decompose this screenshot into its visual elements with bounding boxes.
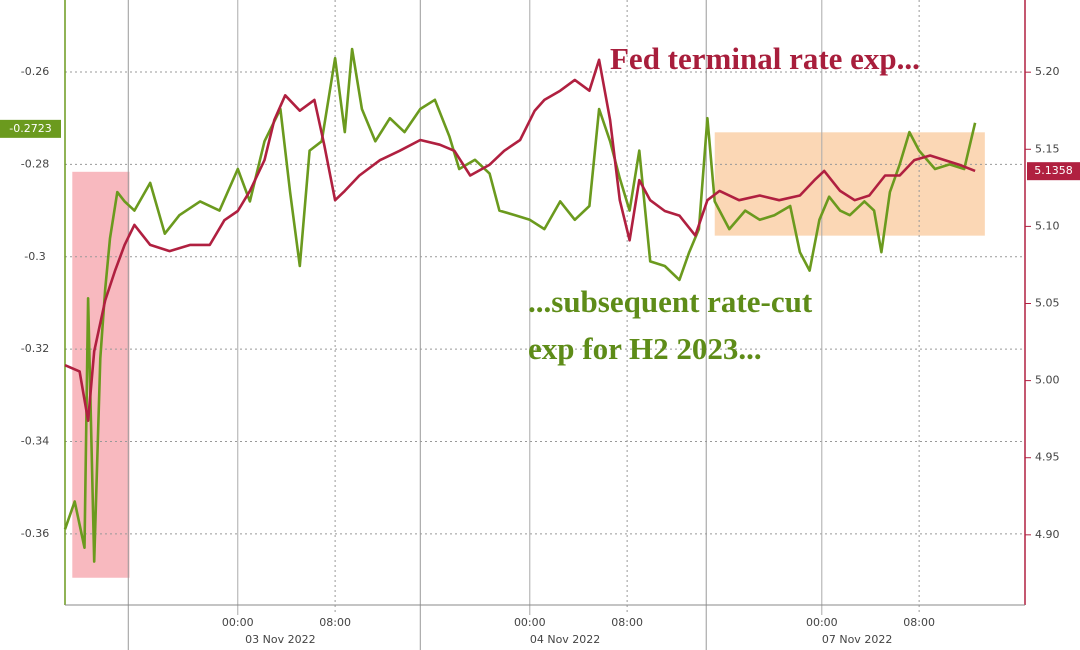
y-tick-label: -0.3 (24, 250, 45, 263)
series-line (64, 58, 976, 422)
y2-tick-label: 4.90 (1035, 528, 1060, 541)
date-label: 04 Nov 2022 (530, 633, 600, 646)
y2-tick-label: 5.15 (1035, 142, 1060, 155)
x-tick-label: 08:00 (319, 616, 351, 629)
series-line (63, 47, 977, 563)
x-tick-label: 00:00 (222, 616, 254, 629)
annotation: Fed terminal rate exp... (610, 41, 920, 76)
y-tick-label: -0.28 (21, 157, 49, 170)
last-value-box (0, 119, 61, 138)
y2-tick-label: 5.00 (1035, 374, 1060, 387)
y2-tick-label: 5.05 (1035, 297, 1060, 310)
last-value-label: 5.1358 (1034, 164, 1073, 177)
shaded-region (714, 132, 985, 236)
x-tick-label: 08:00 (903, 616, 935, 629)
x-tick-label: 00:00 (806, 616, 838, 629)
x-tick-label: 08:00 (611, 616, 643, 629)
y2-tick-label: 5.20 (1035, 65, 1060, 78)
annotation: ...subsequent rate-cut (528, 284, 813, 319)
y2-tick-label: 5.10 (1035, 219, 1060, 232)
last-value-label: -0.2723 (9, 122, 51, 135)
x-tick-label: 00:00 (514, 616, 546, 629)
y-tick-label: -0.34 (21, 435, 49, 448)
y2-tick-label: 4.95 (1035, 451, 1060, 464)
annotation: exp for H2 2023... (528, 331, 762, 366)
last-value-box (1027, 162, 1080, 181)
y-tick-label: -0.26 (21, 65, 49, 78)
y-tick-label: -0.32 (21, 342, 49, 355)
y-tick-label: -0.36 (21, 527, 49, 540)
date-label: 07 Nov 2022 (822, 633, 892, 646)
date-label: 03 Nov 2022 (245, 633, 315, 646)
